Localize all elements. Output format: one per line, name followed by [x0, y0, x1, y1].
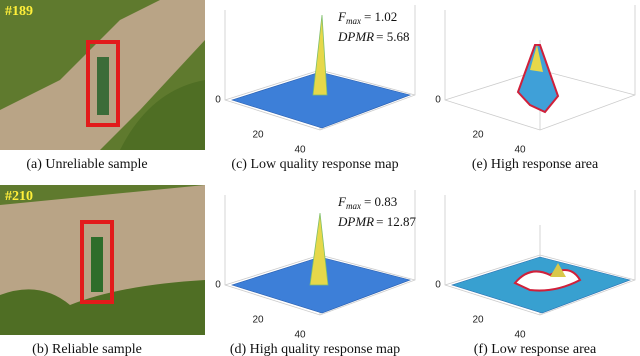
- tick-label: 40: [294, 330, 306, 341]
- tick-label: 40: [514, 330, 526, 341]
- surface-plot: 0 20 40(c) Low quality response map Fmax = 1…: [215, 5, 416, 172]
- f-symbol: F: [337, 194, 347, 209]
- surface-plot: 0 20 40(e) High response area: [435, 5, 636, 172]
- caption: (d) High quality response map: [230, 342, 400, 356]
- tick-label: 0: [435, 280, 441, 291]
- dpmr: DPMR = 12.87: [337, 214, 416, 229]
- peak-top: [530, 45, 543, 72]
- bounding-box: [80, 220, 114, 304]
- dpmr-symbol: DPMR: [337, 29, 374, 44]
- bumps: [550, 263, 566, 277]
- f-symbol: F: [337, 9, 347, 24]
- frame-number: #210: [5, 189, 33, 204]
- surface-plot: 0 20 40(f) Low response area: [435, 190, 636, 356]
- tick-label: 40: [514, 145, 526, 156]
- f-value: = 1.02: [364, 9, 397, 24]
- tick-label: 20: [252, 315, 264, 326]
- tick-label: 0: [435, 95, 441, 106]
- caption: (b) Reliable sample: [32, 342, 142, 356]
- tick-label: 20: [472, 315, 484, 326]
- peak: [309, 212, 329, 286]
- peak: [516, 44, 560, 114]
- tick-label: 40: [294, 145, 306, 156]
- dpmr-value: = 5.68: [376, 29, 409, 44]
- tick-label: 0: [215, 280, 221, 291]
- person: [91, 237, 103, 292]
- f-max: Fmax = 1.02: [337, 9, 397, 26]
- dpmr-value: = 12.87: [376, 214, 416, 229]
- caption: (f) Low response area: [474, 342, 597, 356]
- dpmr-symbol: DPMR: [337, 214, 374, 229]
- person: [97, 57, 109, 115]
- f-max: Fmax = 0.83: [337, 194, 397, 211]
- f-subscript: max: [346, 16, 361, 26]
- caption: (a) Unreliable sample: [26, 157, 147, 172]
- photo-bush: [0, 280, 205, 335]
- tick-label: 20: [472, 130, 484, 141]
- f-value: = 0.83: [364, 194, 397, 209]
- bounding-box: [86, 40, 120, 127]
- caption: (c) Low quality response map: [231, 157, 398, 172]
- tick-label: 0: [215, 95, 221, 106]
- surface: [231, 71, 411, 129]
- photo-bush: [120, 80, 205, 150]
- tick-label: 20: [252, 130, 264, 141]
- caption: (e) High response area: [472, 157, 599, 172]
- f-subscript: max: [346, 201, 361, 211]
- dpmr: DPMR = 5.68: [337, 29, 409, 44]
- frame-number: #189: [5, 4, 33, 19]
- peak: [312, 14, 328, 96]
